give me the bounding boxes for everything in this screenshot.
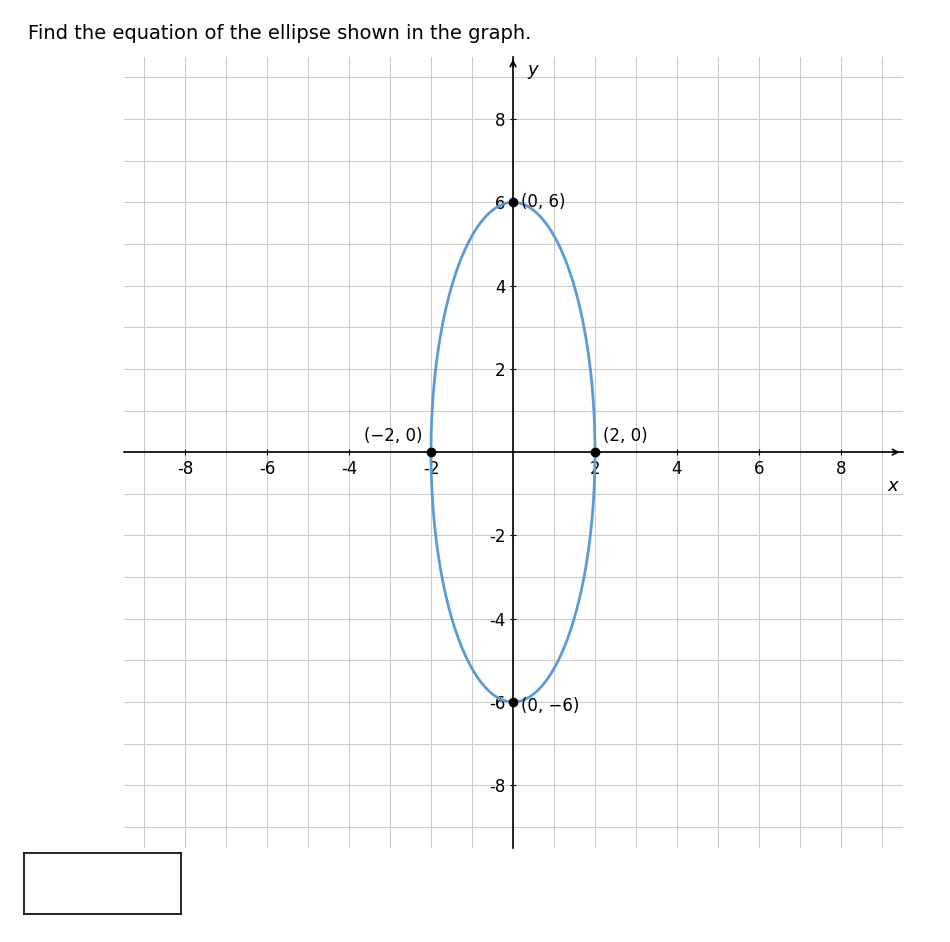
Text: (2, 0): (2, 0) — [603, 427, 648, 445]
Text: y: y — [527, 60, 538, 79]
Text: (0, −6): (0, −6) — [522, 697, 580, 715]
Text: Find the equation of the ellipse shown in the graph.: Find the equation of the ellipse shown i… — [28, 24, 532, 42]
Text: (0, 6): (0, 6) — [522, 193, 565, 211]
Text: x: x — [888, 478, 899, 495]
Text: (−2, 0): (−2, 0) — [364, 427, 423, 445]
